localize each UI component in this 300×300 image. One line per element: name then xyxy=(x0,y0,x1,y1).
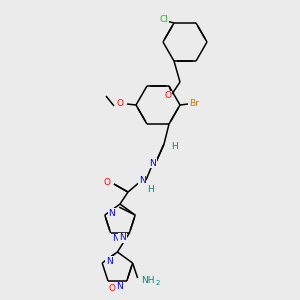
Text: O: O xyxy=(109,284,116,293)
Text: O: O xyxy=(116,100,124,109)
Text: H: H xyxy=(171,142,177,151)
Text: H: H xyxy=(148,184,154,194)
Text: N: N xyxy=(108,208,115,217)
Text: N: N xyxy=(116,282,123,291)
Text: Cl: Cl xyxy=(160,15,168,24)
Text: 2: 2 xyxy=(156,280,160,286)
Text: O: O xyxy=(164,92,172,100)
Text: Br: Br xyxy=(189,100,199,109)
Text: N: N xyxy=(139,176,145,184)
Text: N: N xyxy=(106,256,112,266)
Text: N: N xyxy=(119,233,126,242)
Text: NH: NH xyxy=(141,276,154,285)
Text: O: O xyxy=(103,178,110,187)
Text: N: N xyxy=(150,159,156,168)
Text: N: N xyxy=(112,235,119,244)
